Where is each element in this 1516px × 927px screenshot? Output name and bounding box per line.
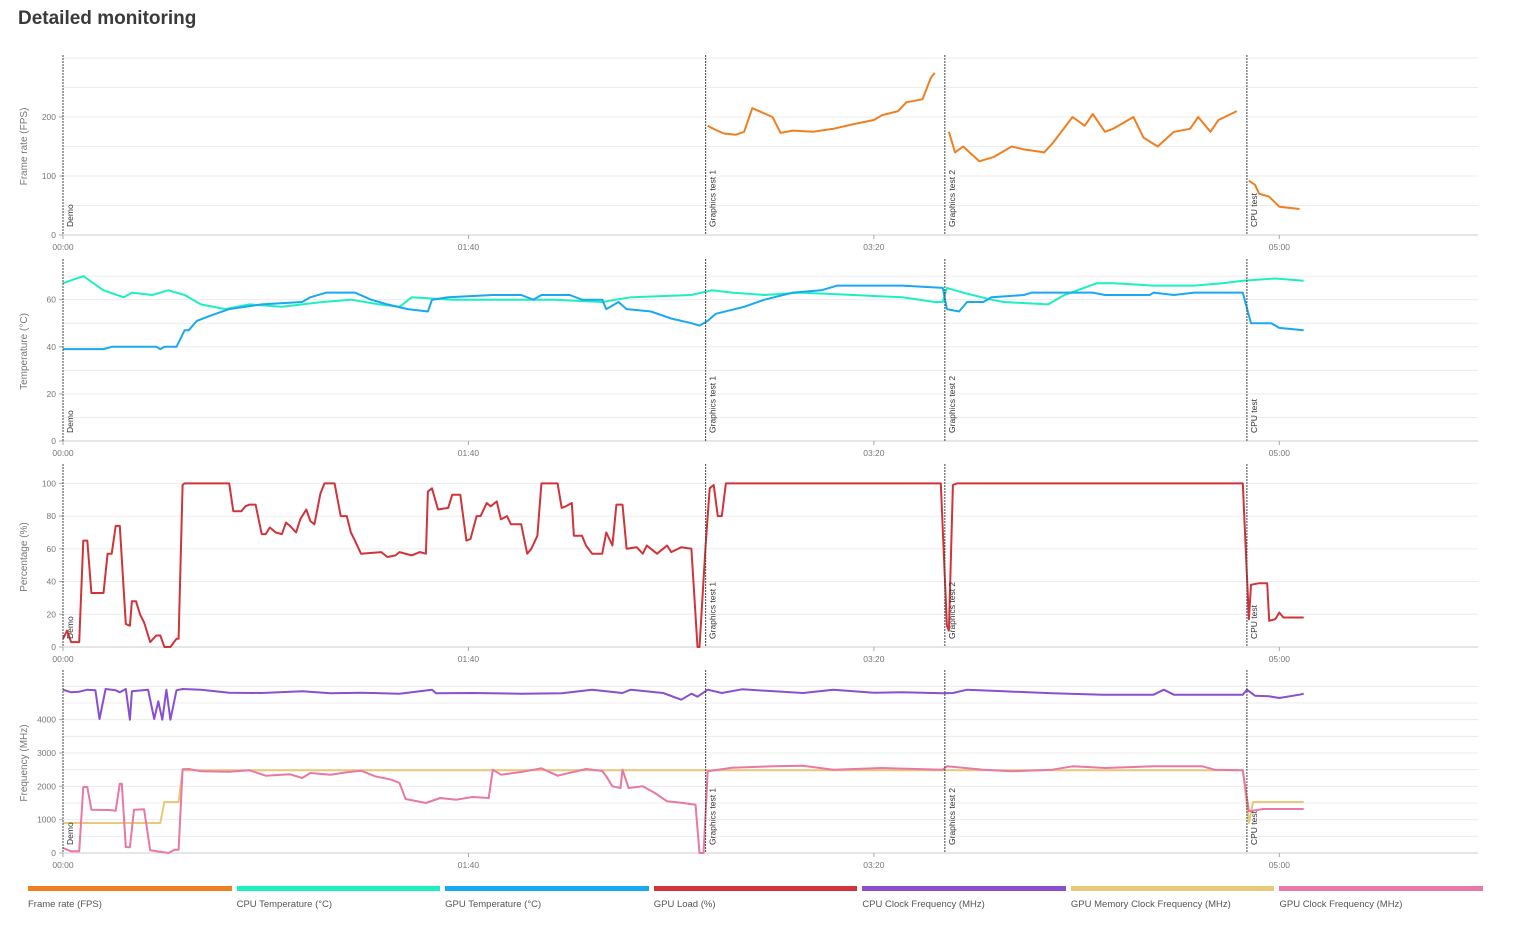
y-tick-label: 2000 [37,781,56,791]
x-tick-label: 05:00 [1269,860,1291,870]
marker-label: CPU test [1249,192,1259,227]
legend-item-cpu_temp[interactable]: CPU Temperature (°C) [236,886,441,910]
x-tick-label: 00:00 [52,242,74,252]
legend-label: GPU Load (%) [653,899,716,910]
x-tick-label: 03:20 [863,654,885,664]
y-tick-label: 60 [47,544,57,554]
legend-swatch [653,886,858,891]
legend-item-fps[interactable]: Frame rate (FPS) [28,886,232,910]
marker-label: Graphics test 1 [708,788,718,845]
marker-label: CPU test [1249,810,1259,845]
x-tick-label: 05:00 [1269,654,1291,664]
marker-label: Demo [65,616,75,639]
marker-label: Graphics test 2 [947,788,957,845]
series-line-gpu_load [62,482,1304,648]
y-tick-label: 200 [42,112,56,122]
y-tick-label: 40 [47,577,57,587]
x-tick-label: 01:40 [458,242,480,252]
legend-item-gpu_mem_clock[interactable]: GPU Memory Clock Frequency (MHz) [1070,886,1275,910]
marker-label: Graphics test 2 [947,582,957,639]
x-tick-label: 00:00 [52,860,74,870]
legend-swatch [28,886,232,891]
y-tick-label: 1000 [37,815,56,825]
legend-item-gpu_temp[interactable]: GPU Temperature (°C) [445,886,649,910]
legend-swatch [1070,886,1275,891]
marker-label: Demo [65,410,75,433]
y-tick-label: 20 [47,609,57,619]
legend-swatch [445,886,649,891]
legend-item-gpu_load[interactable]: GPU Load (%) [653,886,858,910]
y-axis-label: Temperature (°C) [19,313,30,390]
panel-3: 0 1000 2000 3000 4000 Frequency (MHz) 00:00 01:… [19,670,1478,870]
y-axis-label: Percentage (%) [19,522,30,591]
x-tick-label: 05:00 [1269,448,1291,458]
marker-label: Graphics test 1 [708,376,718,433]
series-line-fps [947,110,1238,163]
y-tick-label: 80 [47,511,57,521]
y-axis-label: Frequency (MHz) [19,724,30,801]
y-axis-label: Frame rate (FPS) [19,108,30,186]
y-tick-label: 0 [51,230,56,240]
legend-item-cpu_clock[interactable]: CPU Clock Frequency (MHz) [862,886,1066,910]
legend-label: CPU Clock Frequency (MHz) [862,899,985,910]
x-tick-label: 03:20 [863,860,885,870]
panel-1: 0 20 40 60 Temperature (°C) 00:00 01:40 03:20 05… [19,259,1478,458]
marker-label: Demo [65,204,75,227]
legend-swatch [862,886,1066,891]
y-tick-label: 40 [47,342,57,352]
legend-label: Frame rate (FPS) [28,899,102,910]
marker-label: Graphics test 2 [947,170,957,227]
y-tick-label: 0 [51,848,56,858]
series-line-fps [1248,179,1300,210]
x-tick-label: 05:00 [1269,242,1291,252]
page-title: Detailed monitoring [18,8,197,29]
legend-label: GPU Clock Frequency (MHz) [1279,899,1403,910]
marker-label: CPU test [1249,604,1259,639]
y-tick-label: 60 [47,295,57,305]
panel-0: 0 100 200 Frame rate (FPS) 00:00 01:40 03:20 05… [19,55,1478,252]
marker-label: Graphics test 2 [947,376,957,433]
legend-item-gpu_clock[interactable]: GPU Clock Frequency (MHz) [1279,886,1484,910]
x-tick-label: 00:00 [52,448,74,458]
x-tick-label: 01:40 [458,448,480,458]
legend-label: GPU Temperature (°C) [445,899,542,910]
panel-2: 0 20 40 60 80 100 Percentage (%) 00:00 01:40 03:2… [19,464,1478,664]
series-line-gpu_mem_clock [63,769,1304,824]
y-tick-label: 0 [51,436,56,446]
y-tick-label: 100 [42,171,56,181]
legend-label: GPU Memory Clock Frequency (MHz) [1070,899,1231,910]
y-tick-label: 0 [51,642,56,652]
legend-swatch [236,886,441,891]
marker-label: Graphics test 1 [708,170,718,227]
marker-label: Graphics test 1 [708,582,718,639]
legend-label: CPU Temperature (°C) [236,899,333,910]
series-line-cpu_clock [62,688,1304,721]
series-line-gpu_clock [62,764,1304,854]
x-tick-label: 01:40 [458,860,480,870]
marker-label: Demo [65,822,75,845]
marker-label: CPU test [1249,398,1259,433]
x-tick-label: 01:40 [458,654,480,664]
series-line-cpu_temp [62,275,1304,311]
y-tick-label: 3000 [37,748,56,758]
y-tick-label: 20 [47,389,57,399]
x-tick-label: 03:20 [863,242,885,252]
series-line-gpu_temp [63,284,1304,351]
legend-swatch [1279,886,1484,891]
y-tick-label: 4000 [37,715,56,725]
y-tick-label: 100 [42,478,56,488]
x-tick-label: 03:20 [863,448,885,458]
series-line-fps [707,72,936,136]
chart-legend: Frame rate (FPS) CPU Temperature (°C) GPU … [28,886,1488,910]
x-tick-label: 00:00 [52,654,74,664]
